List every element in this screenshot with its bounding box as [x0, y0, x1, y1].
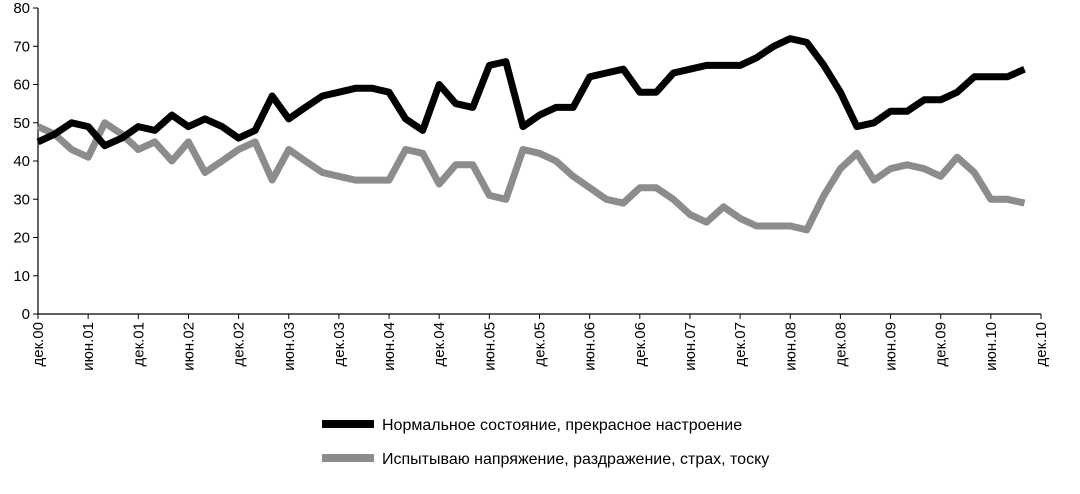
series-line-stress: [36, 119, 1026, 234]
y-axis-ticks: 0 10 20 30 40 50 60 70 80: [13, 0, 38, 323]
y-tick-label: 40: [13, 153, 30, 170]
y-tick-label: 10: [13, 268, 30, 285]
x-tick-label: июн.03: [281, 322, 298, 371]
x-tick-label: дек.08: [832, 322, 849, 367]
series-line-normal: [36, 35, 1026, 150]
x-tick-label: дек.10: [1033, 322, 1050, 367]
chart-axes: [37, 8, 1041, 315]
x-tick-label: июн.04: [381, 322, 398, 371]
y-tick-label: 0: [22, 306, 30, 323]
y-tick-label: 50: [13, 115, 30, 132]
x-tick-label: июн.10: [983, 322, 1000, 371]
y-tick-label: 60: [13, 77, 30, 94]
x-tick-label: июн.08: [782, 322, 799, 371]
y-tick-label: 30: [13, 191, 30, 208]
chart-legend: Нормальное состояние, прекрасное настрое…: [322, 417, 769, 468]
y-tick-label: 80: [13, 0, 30, 17]
x-axis-ticks: дек.00 июн.01 дек.01 июн.02 дек.02 июн.03 дек.…: [30, 314, 1050, 371]
y-tick-label: 70: [13, 38, 30, 55]
chart-series: [36, 35, 1026, 234]
x-tick-label: июн.02: [180, 322, 197, 371]
legend-label-stress: Испытываю напряжение, раздражение, страх…: [382, 451, 769, 468]
x-tick-label: дек.06: [632, 322, 649, 367]
y-tick-label: 20: [13, 230, 30, 247]
x-tick-label: дек.00: [30, 322, 47, 367]
x-tick-label: дек.09: [933, 322, 950, 367]
x-tick-label: дек.02: [231, 322, 248, 367]
x-tick-label: июн.06: [582, 322, 599, 371]
x-tick-label: июн.05: [481, 322, 498, 371]
x-tick-label: июн.01: [80, 322, 97, 371]
x-tick-label: дек.05: [532, 322, 549, 367]
x-tick-label: дек.04: [431, 322, 448, 367]
x-tick-label: дек.03: [331, 322, 348, 367]
x-tick-label: дек.01: [130, 322, 147, 367]
x-tick-label: июн.07: [682, 322, 699, 371]
x-tick-label: дек.07: [732, 322, 749, 367]
legend-label-normal: Нормальное состояние, прекрасное настрое…: [382, 417, 742, 434]
x-tick-label: июн.09: [883, 322, 900, 371]
